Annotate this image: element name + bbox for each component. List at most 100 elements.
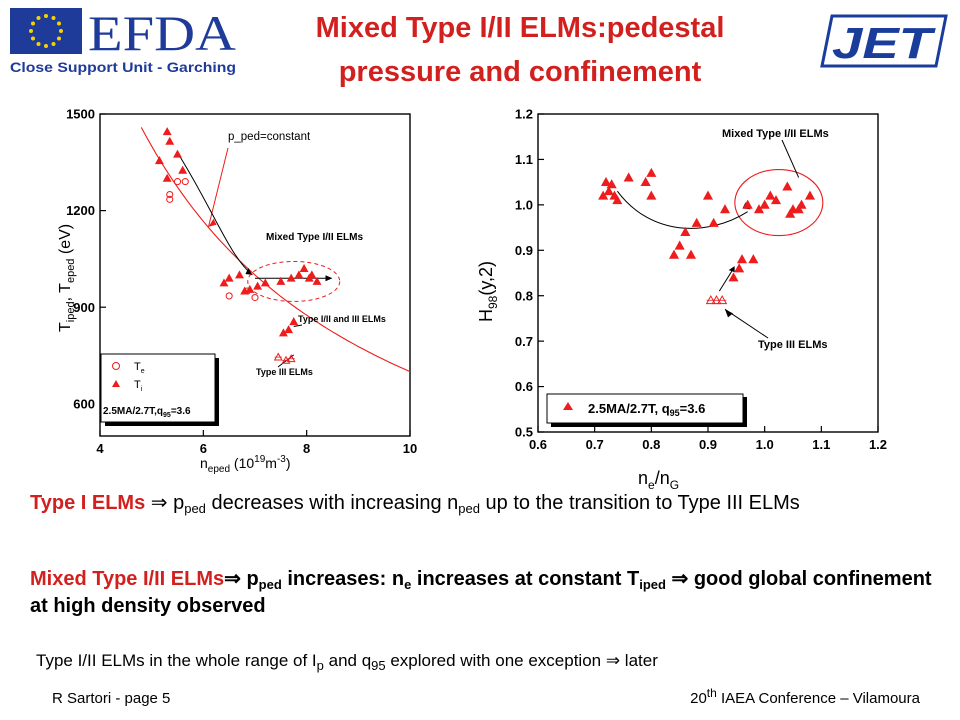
data-point-h98 xyxy=(691,217,702,227)
data-point-h98 xyxy=(598,190,609,200)
left-annotation-type-iii: Type III ELMs xyxy=(256,367,313,377)
data-point-te xyxy=(251,293,259,302)
left-xlabel: neped (1019m-3) xyxy=(200,454,291,475)
x-tick-label: 0.6 xyxy=(529,437,547,452)
jet-logo-outline xyxy=(820,14,948,68)
data-point-ti xyxy=(286,273,296,282)
data-point-ti xyxy=(178,165,188,174)
page-title-line1: Mixed Type I/II ELMs:pedestal xyxy=(315,12,725,44)
data-point-h98 xyxy=(668,249,680,259)
y-tick-label: 0.9 xyxy=(515,243,533,258)
eu-star xyxy=(36,16,41,20)
data-point-h98 xyxy=(603,185,614,196)
x-tick-label: 10 xyxy=(403,441,417,456)
data-point-ti xyxy=(260,278,270,287)
jet-wordmark: JET xyxy=(832,19,936,68)
data-point-ti xyxy=(219,278,229,287)
data-point-ti xyxy=(253,281,263,290)
data-point-ti xyxy=(284,325,294,334)
mixed-type-label: Mixed Type I/II ELMs xyxy=(30,568,225,590)
type-iii-upward-arrowhead xyxy=(728,266,735,273)
implies-arrow: ⇒ xyxy=(150,492,168,514)
mixed-label-pointer xyxy=(781,139,800,178)
footer-page-label: R Sartori - page 5 xyxy=(52,690,171,707)
y-tick-label: 1.1 xyxy=(515,152,533,167)
x-tick-label: 0.8 xyxy=(642,437,660,452)
left-ylabel: Tiped, Teped (eV) xyxy=(57,224,77,332)
type-iii-pointer xyxy=(277,354,295,368)
mixed-elm-highlight-ellipse xyxy=(247,260,341,302)
legend-label-ti: Ti xyxy=(134,379,143,393)
data-point-h98 xyxy=(765,190,776,200)
data-point-ti xyxy=(162,173,172,182)
data-point-ti xyxy=(173,149,182,158)
data-point-ti xyxy=(276,276,286,285)
data-point-h98 xyxy=(734,263,745,273)
data-point-ti xyxy=(312,276,322,285)
y-tick-label: 1.0 xyxy=(515,198,533,213)
x-tick-label: 0.7 xyxy=(586,437,604,452)
type-iii-pointer xyxy=(724,308,769,339)
data-point-h98 xyxy=(793,204,804,214)
trajectory-arrow xyxy=(616,190,748,229)
data-point-h98 xyxy=(623,172,634,182)
x-tick-label: 1.0 xyxy=(756,437,774,452)
data-point-h98 xyxy=(646,167,657,177)
efda-subtitle: Close Support Unit - Garching xyxy=(10,59,236,75)
eu-star xyxy=(51,16,56,20)
left-annotation-mixed: Mixed Type I/II ELMs xyxy=(266,232,363,243)
data-point-ti xyxy=(294,270,304,279)
jet-logo: JET xyxy=(820,14,948,68)
data-point-h98 xyxy=(796,199,807,209)
data-point-h98 xyxy=(782,181,793,191)
data-point-ti xyxy=(307,270,317,279)
data-point-h98 xyxy=(728,272,739,282)
right-legend-box xyxy=(546,393,744,424)
constant-pressure-curve xyxy=(140,127,411,373)
eu-star xyxy=(31,36,35,41)
data-point-ti xyxy=(235,270,244,279)
data-point-h98 xyxy=(770,195,782,205)
data-point-ti xyxy=(162,127,172,136)
type-iii-upward-arrow xyxy=(718,268,734,292)
chart-tped-vs-neped: 4 6 8 10 600 900 1200 1500 p_ped=constant Mixed… xyxy=(50,96,430,480)
data-point-ti xyxy=(154,156,164,165)
right-annotation-mixed: Mixed Type I/II ELMs xyxy=(722,128,829,140)
type-i-label: Type I ELMs xyxy=(30,492,151,514)
eu-star xyxy=(36,42,41,46)
mixed-elm-arrowhead xyxy=(325,275,333,282)
mixed-elm-highlight-ellipse xyxy=(734,169,824,237)
page-title-line2: pressure and confinement xyxy=(338,56,702,88)
data-point-te xyxy=(181,178,189,186)
data-point-type-iii xyxy=(717,295,728,305)
eu-flag-stars xyxy=(29,14,63,48)
data-point-h98 xyxy=(748,254,759,264)
x-tick-label: 0.9 xyxy=(699,437,717,452)
data-point-te xyxy=(173,178,182,186)
x-tick-label: 8 xyxy=(303,441,310,456)
eu-star xyxy=(57,21,61,26)
x-tick-label: 4 xyxy=(96,441,104,456)
right-chart-axes: 0.6 0.7 0.8 0.9 1.0 1.1 1.20.50.60.70.80.91.01… xyxy=(515,107,887,452)
data-point-h98 xyxy=(612,195,623,205)
pped-pointer-arrowhead xyxy=(208,218,217,227)
data-point-te xyxy=(166,190,174,199)
data-point-h98 xyxy=(640,176,651,187)
data-point-h98 xyxy=(753,204,765,214)
legend-label-te: Te xyxy=(134,361,145,375)
plot-frame xyxy=(537,113,879,433)
trajectory-arrowhead xyxy=(245,268,253,275)
chart-h98-vs-greenwald: 0.6 0.7 0.8 0.9 1.0 1.1 1.20.50.60.70.80.91.01… xyxy=(470,100,890,492)
data-point-h98 xyxy=(680,226,691,236)
data-point-te xyxy=(166,195,174,203)
data-point-type-iii xyxy=(711,295,722,305)
left-chart-curves xyxy=(140,127,411,373)
x-tick-label: 1.1 xyxy=(812,437,830,452)
data-point-h98 xyxy=(685,249,697,259)
data-point-h98 xyxy=(646,190,657,200)
y-tick-label: 0.7 xyxy=(515,334,533,349)
right-annotation-type-iii: Type III ELMs xyxy=(758,339,827,351)
footer-conference: 20th IAEA Conference – Vilamoura xyxy=(690,686,920,707)
data-point-h98 xyxy=(785,208,796,218)
implies-arrow: ⇒ xyxy=(224,568,241,590)
